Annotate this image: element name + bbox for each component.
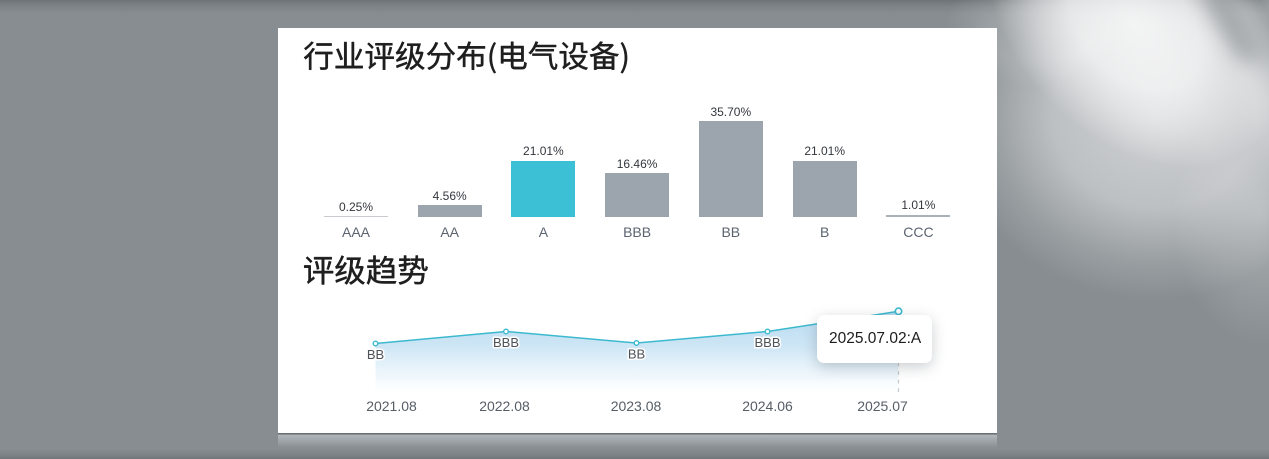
svg-text:BB: BB <box>367 347 384 362</box>
svg-text:BB: BB <box>628 347 645 362</box>
svg-text:BBB: BBB <box>754 335 780 350</box>
svg-text:BBB: BBB <box>493 335 519 350</box>
